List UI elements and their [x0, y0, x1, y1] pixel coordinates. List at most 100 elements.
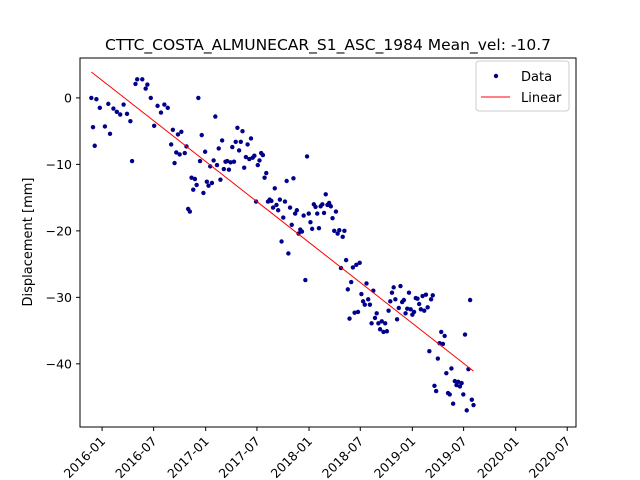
data-point — [355, 309, 361, 315]
data-point — [291, 176, 296, 181]
data-point — [394, 317, 400, 322]
data-point — [389, 290, 395, 295]
data-point — [151, 123, 157, 129]
data-point — [328, 204, 334, 209]
data-point — [439, 329, 444, 335]
data-point — [219, 138, 225, 143]
data-point — [170, 127, 176, 133]
data-point — [143, 86, 148, 91]
data-point — [211, 158, 216, 163]
data-point — [415, 296, 420, 301]
chart-title: CTTC_COSTA_ALMUNECAR_S1_ASC_1984 Mean_ve… — [105, 36, 551, 55]
data-point — [179, 129, 184, 134]
data-point — [231, 159, 237, 164]
data-point — [432, 383, 437, 388]
data-point — [418, 307, 424, 312]
data-point — [269, 198, 274, 204]
data-point — [168, 142, 174, 147]
data-point — [386, 308, 391, 313]
x-tick-label: 2019-01 — [371, 434, 419, 480]
data-point — [243, 154, 249, 160]
data-point — [208, 164, 213, 169]
data-point — [320, 202, 325, 207]
data-point — [124, 111, 130, 117]
data-point — [202, 149, 208, 154]
data-point — [452, 378, 458, 384]
data-point — [289, 222, 294, 228]
data-point — [287, 205, 293, 210]
data-point — [102, 124, 108, 129]
data-point — [420, 293, 425, 299]
data-point — [255, 162, 260, 168]
data-point — [411, 309, 417, 315]
data-point — [270, 205, 276, 210]
data-point — [357, 260, 362, 265]
data-point — [140, 77, 145, 82]
data-point — [155, 103, 160, 109]
data-point — [408, 307, 413, 312]
data-point — [430, 293, 435, 298]
data-point — [422, 308, 427, 313]
data-point — [209, 180, 215, 186]
data-point — [218, 177, 223, 182]
data-point — [379, 319, 384, 324]
data-point — [272, 186, 277, 191]
data-point — [406, 290, 412, 295]
data-point — [382, 321, 388, 326]
data-point — [107, 131, 113, 136]
x-tick-label: 2019-07 — [422, 434, 470, 480]
data-point — [162, 102, 167, 107]
data-point — [428, 297, 434, 302]
legend-box — [475, 60, 570, 112]
data-point — [214, 162, 220, 168]
data-point — [191, 187, 196, 192]
data-point — [233, 139, 238, 144]
data-point — [330, 216, 335, 221]
data-point — [182, 150, 187, 156]
data-point — [309, 226, 315, 232]
data-point — [226, 167, 232, 172]
data-point — [197, 158, 203, 164]
data-point — [242, 165, 247, 170]
data-point — [374, 311, 379, 316]
data-point — [450, 401, 456, 406]
data-point — [260, 152, 266, 158]
data-point — [304, 154, 310, 159]
data-point — [381, 329, 386, 335]
data-point — [342, 228, 347, 234]
data-point — [294, 208, 300, 213]
data-point — [313, 204, 318, 210]
data-point — [435, 356, 441, 361]
data-point — [354, 262, 359, 267]
data-point — [345, 287, 351, 292]
data-point — [376, 321, 381, 326]
legend: Data Linear — [475, 60, 570, 112]
data-point — [367, 302, 373, 307]
data-point — [335, 231, 340, 236]
data-point — [94, 97, 99, 102]
data-point — [206, 183, 211, 188]
data-point — [449, 366, 454, 371]
linear-fit-line — [91, 71, 474, 372]
data-point — [106, 101, 111, 107]
data-point — [284, 178, 289, 184]
data-point — [299, 229, 305, 234]
data-point — [90, 124, 96, 130]
data-point — [247, 156, 252, 162]
data-point — [128, 118, 133, 124]
data-point — [437, 341, 442, 346]
data-point — [398, 283, 403, 289]
x-tick-label: 2017-07 — [216, 434, 264, 480]
data-point — [114, 109, 120, 115]
data-point — [396, 305, 401, 311]
legend-data-marker — [493, 73, 499, 79]
data-point — [262, 175, 267, 180]
plot-frame — [79, 57, 577, 428]
data-point — [369, 321, 374, 326]
data-point — [366, 297, 371, 302]
data-point — [405, 306, 410, 311]
data-point — [454, 382, 459, 388]
y-tick-label: −20 — [46, 223, 72, 238]
data-point — [158, 110, 164, 115]
legend-data-label: Data — [521, 70, 552, 85]
